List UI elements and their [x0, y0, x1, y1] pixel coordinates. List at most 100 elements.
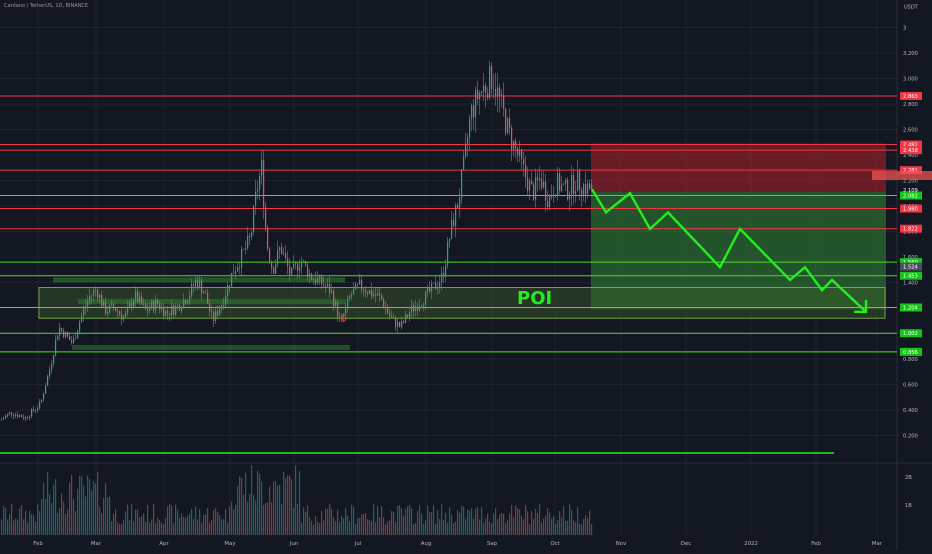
candle-body — [199, 280, 201, 288]
volume-bar — [563, 506, 565, 535]
candle-body — [171, 305, 173, 316]
volume-bar — [97, 472, 99, 535]
volume-bar — [285, 478, 287, 535]
volume-bar — [275, 480, 277, 535]
volume-bar — [233, 509, 235, 535]
candle-body — [267, 227, 269, 249]
volume-bar — [531, 511, 533, 535]
volume-bar — [245, 472, 247, 535]
volume-bar — [171, 505, 173, 535]
volume-bar — [265, 503, 267, 535]
candle-body — [67, 332, 69, 337]
candle-body — [471, 105, 473, 119]
candle-body — [565, 179, 567, 184]
volume-bar — [393, 511, 395, 535]
volume-bar — [433, 504, 435, 535]
candle-body — [325, 285, 327, 287]
volume-bar — [59, 507, 61, 535]
candle-body — [65, 332, 67, 338]
volume-bar — [383, 517, 385, 535]
volume-bar — [365, 513, 367, 535]
x-tick-label: Apr — [159, 541, 169, 547]
x-tick-label: Jun — [289, 541, 298, 547]
candle-body — [397, 321, 399, 327]
candle-body — [103, 302, 105, 307]
volume-bar — [43, 483, 45, 535]
candle-body — [151, 301, 153, 309]
volume-bar — [189, 513, 191, 535]
candle-body — [189, 295, 191, 302]
volume-bar — [201, 523, 203, 535]
volume-bar — [63, 501, 65, 535]
volume-bar — [565, 520, 567, 535]
volume-bar — [529, 524, 531, 535]
candle-body — [475, 89, 477, 117]
x-tick-label: 2022 — [744, 541, 758, 547]
candle-body — [15, 414, 17, 416]
candle-body — [43, 393, 45, 400]
level-price-tag — [900, 329, 922, 338]
level-price-tag-label: 0.856 — [903, 350, 918, 356]
candle-body — [159, 304, 161, 310]
candle-body — [531, 180, 533, 185]
volume-bar — [37, 504, 39, 535]
volume-bar — [75, 511, 77, 535]
volume-bar — [481, 507, 483, 535]
level-price-tag — [900, 262, 922, 271]
volume-bar — [127, 504, 129, 535]
volume-bar — [83, 485, 85, 535]
volume-bar — [65, 513, 67, 535]
volume-bar — [231, 501, 233, 535]
volume-bar — [551, 518, 553, 535]
symbol-header: Cardano / TetherUS, 1D, BINANCE — [4, 3, 89, 9]
volume-bar — [167, 506, 169, 535]
volume-bar — [471, 508, 473, 535]
volume-bar — [483, 523, 485, 535]
volume-bar — [177, 509, 179, 535]
level-price-tag — [900, 271, 922, 280]
volume-bar — [539, 503, 541, 535]
volume-bar — [549, 512, 551, 535]
volume-tick-label: 1B — [905, 503, 912, 509]
candle-body — [111, 303, 113, 306]
candle-body — [39, 401, 41, 408]
candle-body — [461, 170, 463, 199]
volume-bar — [287, 475, 289, 535]
volume-bar — [295, 465, 297, 535]
candle-body — [339, 316, 341, 318]
volume-bar — [313, 524, 315, 535]
candle-body — [391, 316, 393, 318]
candle-body — [9, 412, 11, 414]
candle-body — [29, 416, 31, 419]
volume-bar — [3, 506, 5, 535]
level-price-tag-label: 1.453 — [903, 274, 918, 280]
x-tick-label: Feb — [811, 541, 821, 547]
volume-bar — [537, 513, 539, 535]
level-price-tag-label: 1.002 — [903, 331, 918, 337]
volume-bar — [507, 520, 509, 535]
volume-bar — [419, 505, 421, 535]
volume-bar — [195, 506, 197, 535]
poi-label: POI — [517, 288, 552, 309]
projection-arrowhead — [854, 299, 868, 314]
volume-bar — [429, 512, 431, 535]
volume-bar — [263, 504, 265, 535]
candle-body — [503, 94, 505, 109]
volume-bar — [409, 504, 411, 535]
low-marker-circle — [341, 314, 347, 322]
level-price-tag — [900, 204, 922, 213]
y-tick-label: 3.200 — [903, 51, 918, 57]
candle-body — [417, 306, 419, 311]
level-price-tag-label: 2.863 — [903, 94, 918, 100]
candle-body — [479, 92, 481, 100]
volume-bar — [577, 506, 579, 535]
volume-bar — [181, 513, 183, 535]
candle-body — [239, 267, 241, 269]
candle-body — [219, 309, 221, 316]
volume-bar — [371, 520, 373, 535]
candle-body — [125, 313, 127, 317]
candle-body — [241, 248, 243, 268]
volume-bar — [117, 522, 119, 535]
